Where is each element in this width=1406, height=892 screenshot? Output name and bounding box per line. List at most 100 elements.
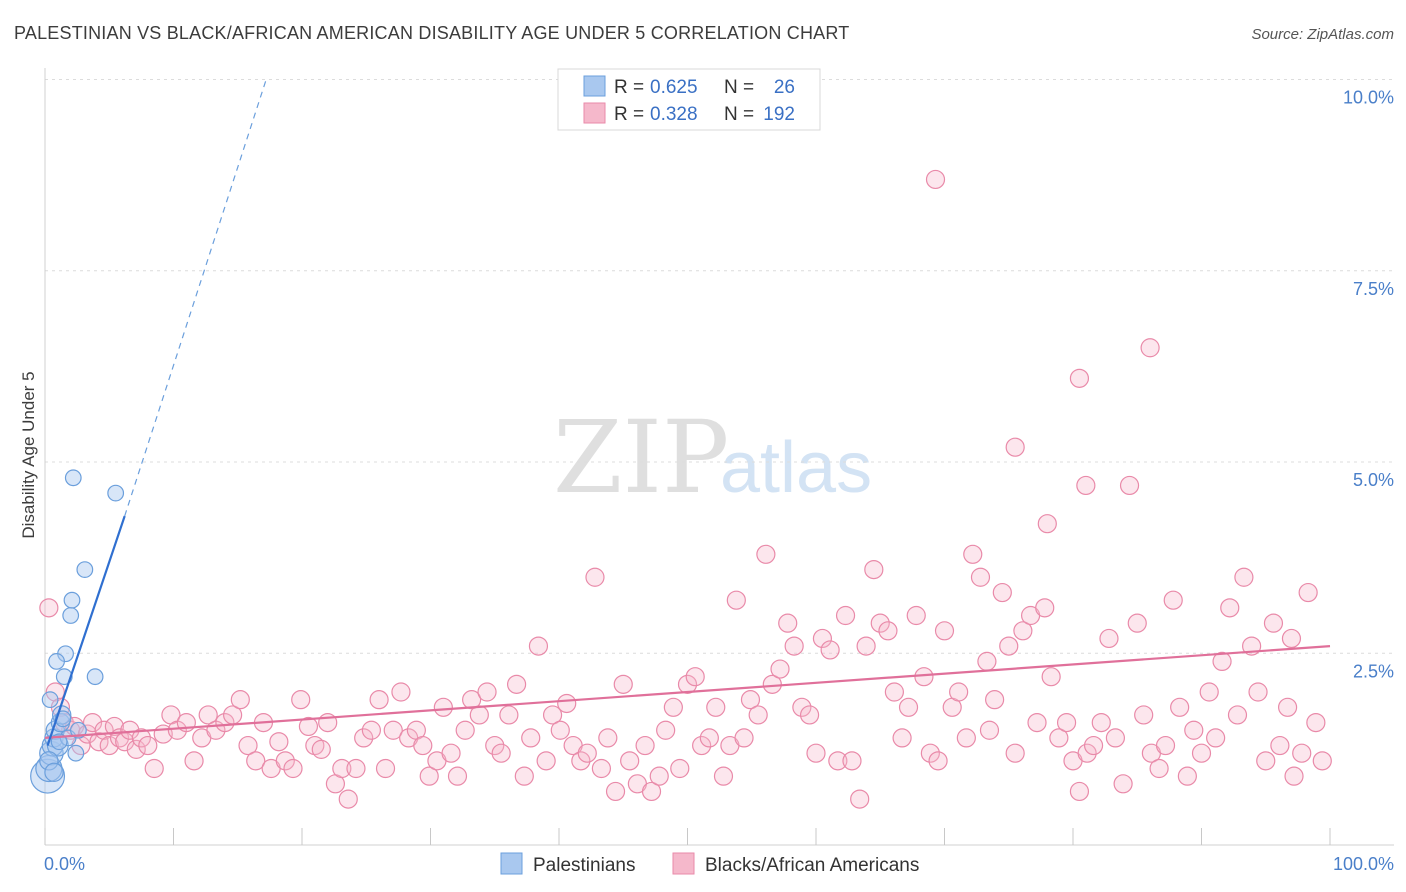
point-blacks bbox=[1099, 628, 1119, 649]
point-blacks bbox=[792, 697, 812, 717]
point-blacks bbox=[884, 682, 904, 702]
point-palestinians bbox=[41, 691, 59, 709]
point-blacks bbox=[138, 735, 158, 756]
watermark-zip: ZIP bbox=[553, 399, 729, 516]
point-blacks bbox=[550, 720, 570, 740]
point-blacks bbox=[1149, 758, 1169, 779]
point-palestinians bbox=[55, 668, 73, 686]
point-blacks bbox=[557, 693, 577, 714]
point-palestinians bbox=[67, 744, 85, 762]
point-blacks bbox=[820, 640, 840, 660]
trendlines bbox=[44, 79, 1331, 746]
point-blacks bbox=[685, 667, 705, 687]
point-palestinians bbox=[44, 762, 64, 783]
point-blacks bbox=[99, 735, 119, 756]
point-blacks bbox=[144, 758, 164, 779]
point-blacks bbox=[985, 690, 1005, 710]
point-blacks bbox=[906, 605, 926, 626]
point-blacks bbox=[1076, 475, 1096, 496]
point-palestinians bbox=[62, 607, 80, 624]
watermark: ZIP atlas bbox=[553, 399, 872, 516]
point-blacks bbox=[1170, 697, 1190, 717]
legend-r-label-1: R = bbox=[614, 77, 644, 98]
point-blacks bbox=[740, 690, 761, 710]
point-blacks bbox=[1013, 621, 1033, 641]
point-blacks bbox=[734, 728, 754, 748]
point-blacks bbox=[1306, 712, 1326, 733]
point-palestinians bbox=[48, 653, 65, 670]
point-blacks bbox=[605, 781, 626, 802]
point-blacks bbox=[1284, 766, 1304, 786]
point-blacks bbox=[1298, 582, 1318, 603]
point-blacks bbox=[419, 766, 439, 786]
point-blacks bbox=[1091, 712, 1111, 733]
point-blacks bbox=[455, 720, 475, 740]
point-blacks bbox=[1105, 728, 1126, 748]
point-blacks bbox=[441, 743, 461, 763]
point-blacks bbox=[528, 636, 549, 656]
point-blacks bbox=[462, 690, 482, 710]
point-blacks bbox=[1281, 628, 1302, 649]
point-blacks bbox=[1227, 705, 1248, 725]
point-blacks bbox=[1041, 667, 1061, 687]
series-blacks-points bbox=[39, 169, 1332, 809]
point-blacks bbox=[999, 636, 1019, 656]
bottom-legend-swatch-palestinians bbox=[500, 852, 523, 875]
point-blacks bbox=[1027, 712, 1047, 733]
point-blacks bbox=[970, 567, 991, 587]
point-blacks bbox=[1292, 743, 1312, 763]
point-blacks bbox=[878, 621, 898, 641]
series-palestinians-points bbox=[30, 469, 125, 794]
y-tick-label: 10.0% bbox=[1343, 88, 1394, 108]
point-blacks bbox=[835, 605, 856, 626]
point-blacks bbox=[1312, 751, 1332, 771]
point-blacks bbox=[864, 559, 884, 580]
point-blacks bbox=[433, 697, 453, 717]
point-blacks bbox=[1277, 697, 1298, 717]
point-blacks bbox=[898, 697, 919, 717]
point-blacks bbox=[311, 739, 331, 759]
point-blacks bbox=[1163, 590, 1183, 610]
point-blacks bbox=[1263, 613, 1284, 633]
point-blacks bbox=[375, 758, 396, 779]
point-blacks bbox=[184, 751, 204, 771]
point-blacks bbox=[1234, 567, 1254, 587]
point-blacks bbox=[298, 716, 319, 737]
point-palestinians bbox=[64, 469, 82, 487]
point-palestinians bbox=[54, 710, 72, 728]
point-palestinians bbox=[63, 591, 81, 609]
y-tick-label: 2.5% bbox=[1353, 661, 1394, 681]
point-blacks bbox=[870, 613, 890, 633]
point-blacks bbox=[992, 582, 1012, 603]
point-blacks bbox=[620, 751, 640, 771]
point-blacks bbox=[283, 758, 303, 779]
point-blacks bbox=[928, 751, 948, 771]
point-blacks bbox=[1005, 743, 1025, 763]
point-blacks bbox=[1119, 475, 1140, 496]
watermark-atlas: atlas bbox=[720, 428, 872, 508]
point-blacks bbox=[925, 169, 946, 190]
point-palestinians bbox=[76, 561, 94, 578]
point-blacks bbox=[275, 751, 295, 771]
point-blacks bbox=[641, 781, 662, 802]
point-blacks bbox=[45, 682, 65, 702]
bottom-legend-label-blacks: Blacks/African Americans bbox=[705, 855, 919, 876]
point-blacks bbox=[499, 705, 519, 725]
point-blacks bbox=[692, 735, 712, 756]
point-blacks bbox=[354, 728, 374, 748]
point-blacks bbox=[1077, 743, 1097, 763]
point-blacks bbox=[979, 720, 1000, 740]
point-blacks bbox=[812, 628, 833, 649]
point-blacks bbox=[934, 621, 955, 641]
point-blacks bbox=[1220, 598, 1240, 618]
point-blacks bbox=[1256, 751, 1276, 771]
axes bbox=[44, 68, 1394, 846]
chart-source: Source: ZipAtlas.com bbox=[1251, 26, 1394, 43]
point-blacks bbox=[949, 682, 969, 702]
legend: R = 0.625 N = 26 R = 0.328 N = 192 bbox=[557, 68, 821, 131]
point-blacks bbox=[1155, 735, 1176, 756]
trendline-palestinians bbox=[46, 515, 126, 746]
legend-n-label-1: N = bbox=[724, 77, 754, 98]
legend-r-value-1: 0.625 bbox=[650, 77, 698, 98]
point-blacks bbox=[291, 690, 311, 710]
